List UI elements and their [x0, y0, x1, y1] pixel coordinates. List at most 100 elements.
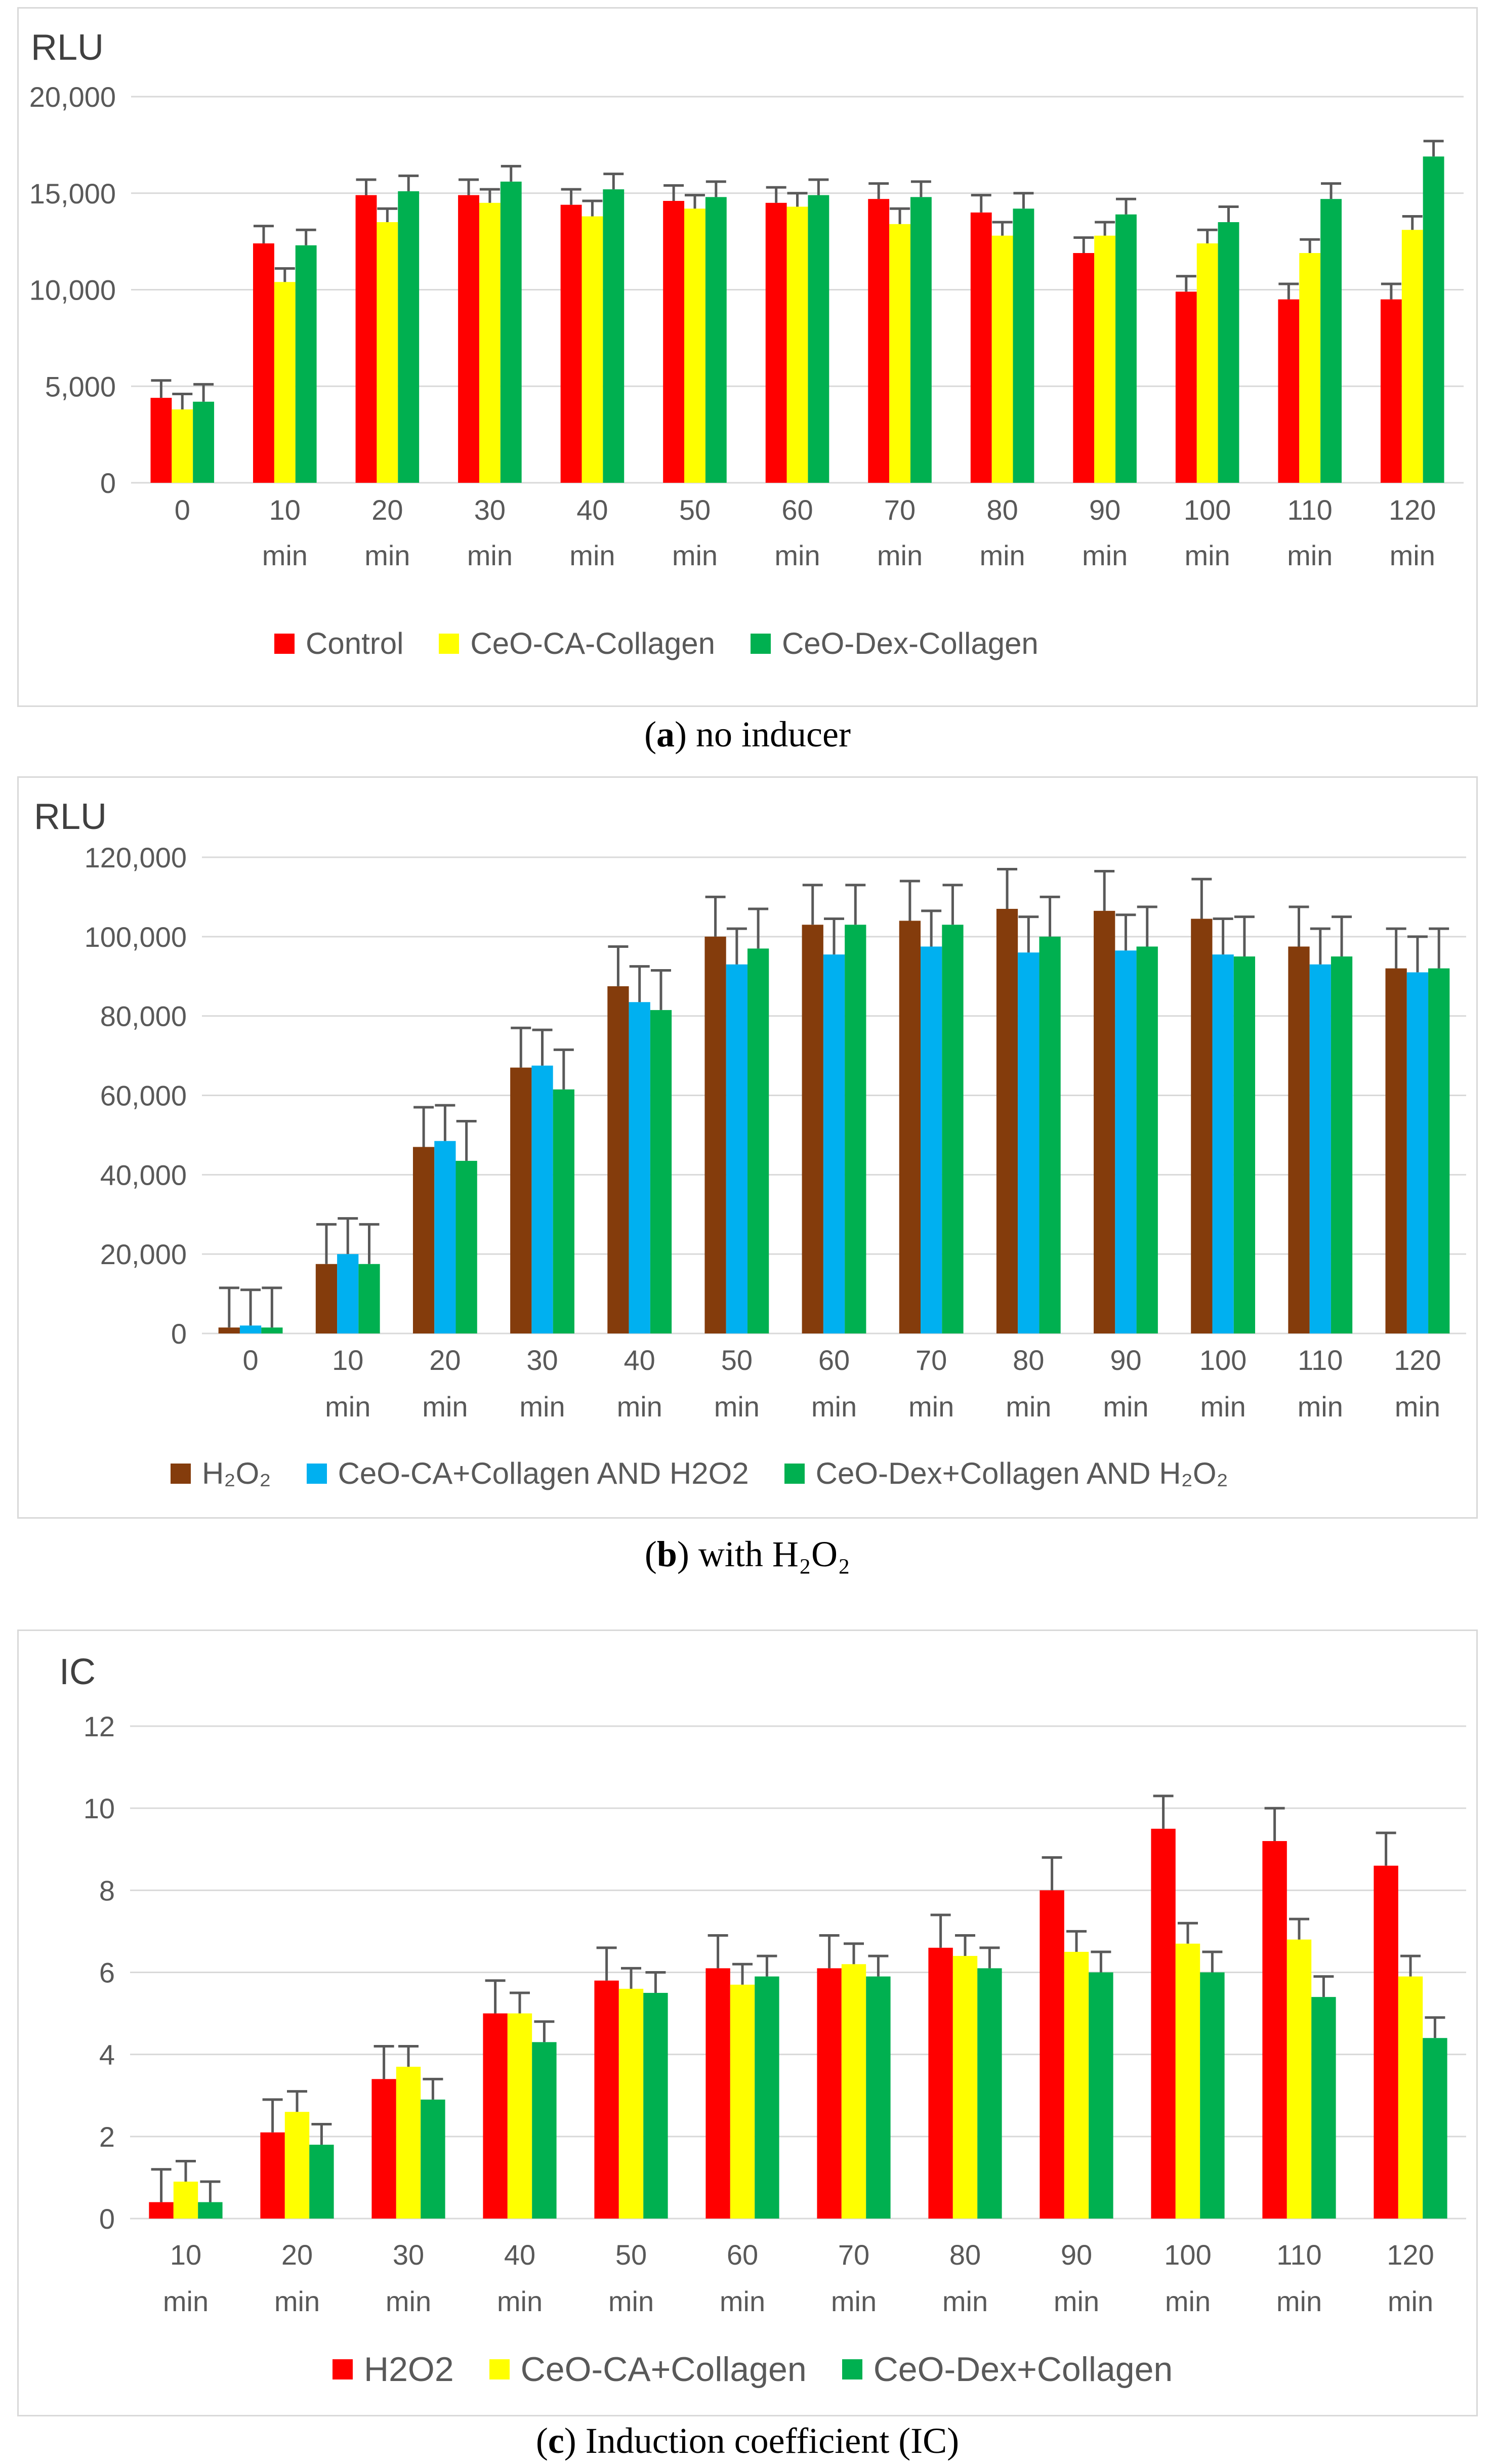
bar-c-2-1	[309, 2145, 334, 2219]
error-bar	[971, 194, 991, 213]
x-tick-label: 120	[1394, 1344, 1441, 1376]
bar-a-1-12	[1401, 230, 1423, 483]
bar-a-1-3	[479, 202, 501, 483]
bar-a-2-11	[1320, 199, 1342, 483]
error-bar	[1429, 927, 1449, 969]
bar-a-1-10	[1196, 243, 1218, 483]
error-bar	[398, 2044, 419, 2067]
error-bar	[1218, 205, 1239, 222]
bar-a-0-3	[458, 195, 479, 483]
x-tick-label: 30	[474, 494, 506, 526]
x-tick-unit: min	[497, 2285, 543, 2317]
chart-svg-a: 0 5,000 10,000 15,000 20,000 0 10 min 20 min 30 min…	[29, 81, 1464, 571]
error-bar	[787, 192, 808, 207]
x-tick-label: 60	[727, 2239, 758, 2271]
bar-b-1-0	[239, 1325, 262, 1333]
bar-b-2-0	[261, 1327, 283, 1333]
caption-b-text: with H₂O₂	[698, 1534, 851, 1574]
x-tick-unit: min	[811, 1391, 857, 1423]
error-bar	[1310, 927, 1331, 965]
bar-b-0-1	[315, 1264, 338, 1333]
bar-c-0-6	[817, 1968, 842, 2219]
error-bar	[868, 1954, 889, 1977]
y-tick-label: 120,000	[85, 842, 187, 873]
y-tick-label: 100,000	[85, 921, 187, 953]
error-bar	[172, 393, 193, 410]
error-bar	[1066, 1930, 1087, 1952]
x-tick-label: 10	[332, 1344, 363, 1376]
error-bar	[650, 969, 671, 1010]
bar-c-1-0	[173, 2182, 198, 2219]
bar-c-0-5	[705, 1968, 730, 2219]
bar-b-2-10	[1233, 956, 1256, 1333]
x-tick-unit: min	[163, 2285, 209, 2317]
error-bar	[1278, 282, 1299, 300]
error-bar	[511, 1026, 531, 1068]
y-tick-label: 12	[84, 1710, 115, 1742]
bar-a-1-2	[377, 222, 398, 483]
x-tick-label: 80	[949, 2239, 981, 2271]
x-tick-label: 50	[679, 494, 711, 526]
chart-panel-b: RLU 0 20,000 40,000 60,000 80,000 100,000 120,…	[17, 776, 1478, 1519]
bar-b-1-3	[531, 1065, 553, 1333]
error-bar	[501, 164, 521, 182]
x-tick-label: 100	[1199, 1344, 1247, 1376]
legend-label: H₂O₂	[202, 1456, 271, 1490]
x-tick-unit: min	[877, 539, 923, 571]
bar-a-2-1	[295, 245, 317, 483]
bar-c-1-11	[1398, 1976, 1423, 2219]
x-tick-label: 100	[1184, 494, 1231, 526]
bar-c-2-8	[1089, 1972, 1113, 2219]
bar-b-2-5	[747, 948, 769, 1333]
caption-c-letter: c	[548, 2420, 564, 2461]
legend-label: CeO-Dex+Collagen AND H₂O₂	[815, 1456, 1228, 1490]
legend-label: CeO-Dex-Collagen	[781, 627, 1039, 660]
error-bar	[377, 207, 398, 222]
x-tick-unit: min	[672, 539, 718, 571]
bar-c-2-10	[1311, 1997, 1336, 2219]
x-tick-unit: min	[831, 2285, 877, 2317]
bar-c-0-8	[1040, 1890, 1064, 2219]
bar-a-0-4	[560, 204, 582, 483]
chart-svg-c: 0 2 4 6 8 10 12 10 min 20 min 30 min 40 min 50 min 60 min 7…	[84, 1710, 1466, 2317]
error-bar	[603, 173, 624, 190]
x-tick-label: 110	[1276, 2239, 1321, 2271]
error-bar	[356, 178, 377, 195]
legend-label: CeO-CA-Collagen	[470, 627, 715, 660]
y-tick-label: 2	[99, 2121, 115, 2153]
error-bar	[910, 180, 931, 197]
error-bar	[824, 917, 844, 955]
y-tick-label: 80,000	[100, 1000, 187, 1032]
bar-b-2-1	[358, 1264, 380, 1333]
bar-a-2-6	[808, 195, 829, 483]
error-bar	[757, 1954, 777, 1977]
error-bar	[845, 884, 866, 925]
error-bar	[1386, 927, 1406, 969]
error-bar	[1402, 215, 1423, 230]
bar-a-2-4	[603, 189, 625, 483]
bar-c-0-1	[260, 2132, 285, 2219]
error-bar	[1376, 1831, 1396, 1866]
x-tick-label: 60	[781, 494, 813, 526]
x-tick-unit: min	[1276, 2285, 1322, 2317]
bar-b-1-6	[823, 954, 845, 1333]
x-tick-label: 40	[504, 2239, 535, 2271]
bar-a-1-0	[172, 409, 193, 483]
bar-c-0-11	[1374, 1865, 1398, 2219]
bar-c-1-6	[841, 1964, 866, 2219]
y-tick-label: 5,000	[45, 370, 116, 402]
bar-b-2-8	[1039, 936, 1061, 1333]
x-tick-unit: min	[364, 539, 410, 571]
error-bar	[253, 225, 274, 243]
bar-b-1-10	[1212, 954, 1234, 1333]
bar-c-2-6	[866, 1976, 891, 2219]
error-bar	[921, 909, 942, 947]
error-bar	[684, 194, 705, 209]
error-bar	[359, 1223, 380, 1264]
error-bar	[479, 188, 500, 203]
bar-b-0-6	[802, 925, 823, 1333]
error-bar	[287, 2090, 307, 2112]
legend-swatch	[306, 1463, 327, 1484]
x-tick-unit: min	[1006, 1391, 1051, 1423]
x-tick-label: 120	[1387, 2239, 1434, 2271]
